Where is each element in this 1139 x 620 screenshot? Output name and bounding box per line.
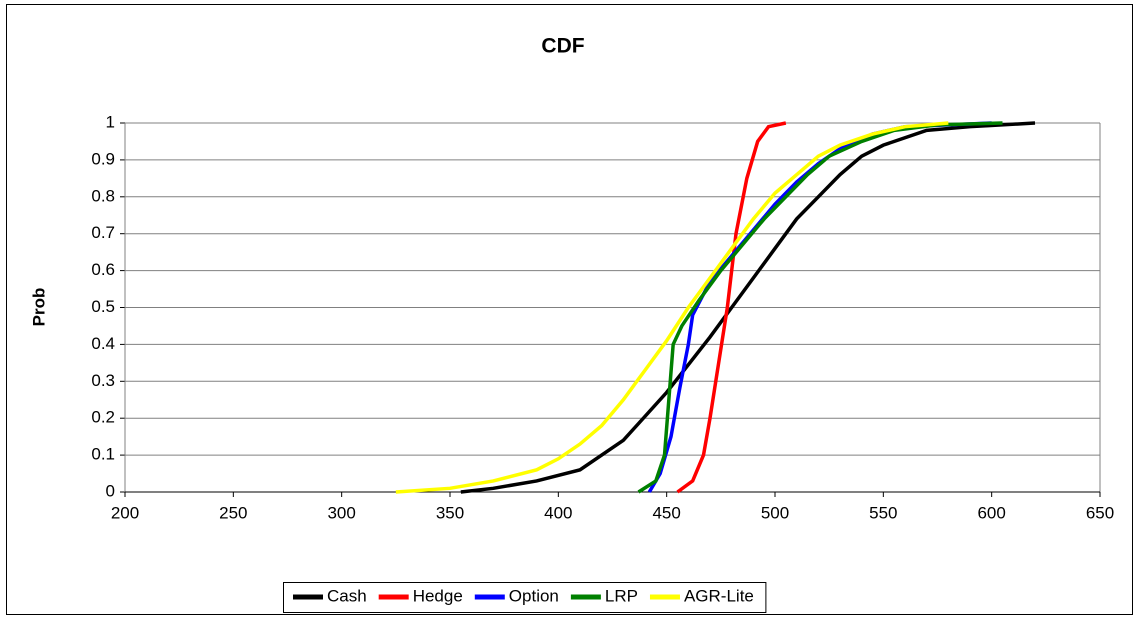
series-line: [637, 121, 1003, 494]
y-axis-label: Prob: [29, 288, 48, 327]
series-line: [676, 121, 787, 494]
y-tick-label: 0.1: [91, 445, 115, 464]
legend-label: AGR-Lite: [684, 586, 754, 605]
y-tick-label: 0.9: [91, 149, 115, 168]
y-tick-label: 0.7: [91, 223, 115, 242]
x-tick-label: 450: [652, 503, 680, 522]
series-line: [395, 121, 949, 494]
x-tick-label: 500: [761, 503, 789, 522]
x-tick-label: 250: [219, 503, 247, 522]
x-tick-label: 300: [327, 503, 355, 522]
legend-label: Cash: [327, 586, 367, 605]
x-tick-label: 200: [111, 503, 139, 522]
legend-label: LRP: [605, 586, 638, 605]
legend-label: Hedge: [413, 586, 463, 605]
x-tick-label: 350: [436, 503, 464, 522]
legend-box: [283, 582, 767, 613]
x-tick-label: 400: [544, 503, 572, 522]
y-tick-label: 0.2: [91, 408, 115, 427]
y-tick-label: 0.6: [91, 260, 115, 279]
x-tick-label: 650: [1086, 503, 1114, 522]
y-tick-label: 1: [106, 112, 115, 131]
legend-label: Option: [509, 586, 559, 605]
chart-border: [6, 4, 1133, 615]
y-tick-label: 0: [106, 481, 115, 500]
y-tick-label: 0.4: [91, 334, 115, 353]
x-tick-label: 550: [869, 503, 897, 522]
y-tick-label: 0.8: [91, 186, 115, 205]
y-tick-label: 0.5: [91, 297, 115, 316]
x-tick-label: 600: [977, 503, 1005, 522]
y-tick-label: 0.3: [91, 371, 115, 390]
series-line: [460, 121, 1036, 494]
chart-title: CDF: [541, 35, 584, 58]
